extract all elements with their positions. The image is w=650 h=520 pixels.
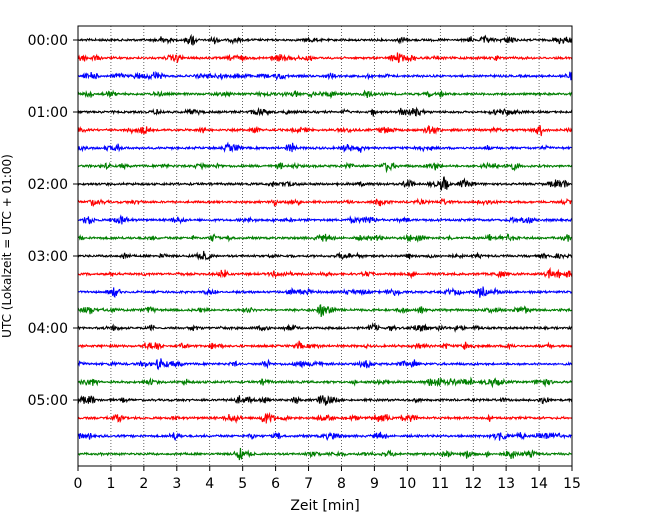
trace-line [77,304,573,318]
trace-line [77,321,573,333]
trace-line [77,197,573,208]
trace-line [77,411,573,424]
trace-line [77,431,573,442]
plot-area [78,26,572,466]
seismic-traces [77,33,573,461]
plot-frame [77,25,573,467]
y-axis-label: UTC (Lokalzeit = UTC + 01:00) [0,154,14,338]
trace-line [77,286,573,299]
y-axis-ticks: 00:00 01:00 02:00 03:00 04:00 05:00 [28,33,78,409]
y-tick-label: 01:00 [28,105,68,121]
trace-line [77,70,573,81]
x-axis-label: Zeit [min] [290,498,359,514]
trace-line [77,161,573,174]
y-tick-label: 05:00 [28,393,68,409]
trace-line [77,141,573,153]
y-tick-label: 02:00 [28,177,68,193]
trace-line [77,447,573,461]
x-tick-label: 4 [205,476,214,492]
y-tick-label: 00:00 [28,33,68,49]
x-tick-label: 12 [464,476,482,492]
trace-line [77,33,573,46]
x-tick-label: 0 [74,476,83,492]
x-axis-ticks: 0 1 2 3 4 5 6 7 8 9 10 11 12 13 14 15 [74,466,581,492]
trace-line [77,89,573,100]
trace-line [77,340,573,351]
x-tick-label: 5 [238,476,247,492]
x-tick-label: 14 [530,476,548,492]
x-tick-label: 10 [398,476,416,492]
trace-line [77,125,573,137]
x-tick-label: 7 [304,476,313,492]
trace-line [77,250,573,262]
trace-line [77,376,573,389]
trace-line [77,233,573,243]
x-tick-label: 11 [431,476,449,492]
trace-line [77,358,573,371]
trace-line [77,214,573,225]
trace-line [77,176,573,191]
grid-lines [110,26,540,466]
x-tick-label: 9 [370,476,379,492]
trace-line [77,106,573,117]
trace-line [77,394,573,406]
x-tick-label: 8 [337,476,346,492]
y-tick-label: 03:00 [28,249,68,265]
x-tick-label: 2 [139,476,148,492]
x-tick-label: 1 [106,476,115,492]
x-tick-label: 6 [271,476,280,492]
x-tick-label: 3 [172,476,181,492]
x-tick-label: 13 [497,476,515,492]
x-tick-label: 15 [563,476,581,492]
y-tick-label: 04:00 [28,321,68,337]
trace-line [77,266,573,280]
trace-line [77,52,573,64]
